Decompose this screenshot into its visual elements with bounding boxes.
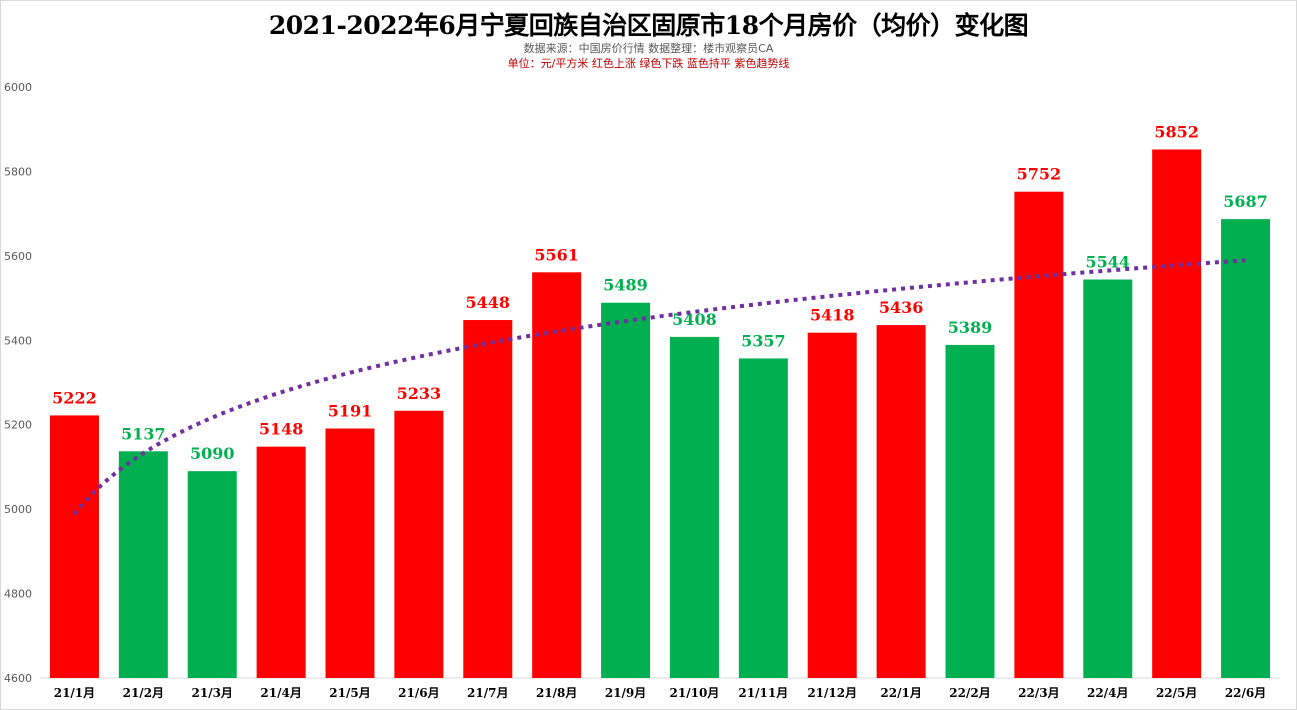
bar bbox=[807, 332, 857, 678]
bar bbox=[187, 471, 237, 678]
bar bbox=[49, 415, 99, 678]
data-label: 5148 bbox=[259, 420, 304, 439]
data-label: 5752 bbox=[1017, 165, 1062, 184]
x-tick-label: 22/4月 bbox=[1087, 686, 1128, 700]
bar bbox=[325, 428, 375, 678]
data-label: 5544 bbox=[1086, 252, 1131, 271]
bar bbox=[1083, 279, 1133, 678]
x-tick-label: 22/2月 bbox=[949, 686, 990, 700]
x-tick-label: 21/4月 bbox=[260, 686, 301, 700]
x-tick-label: 22/1月 bbox=[880, 686, 921, 700]
bar bbox=[532, 272, 582, 678]
data-label: 5389 bbox=[948, 318, 993, 337]
y-tick-label: 4600 bbox=[4, 672, 32, 685]
x-tick-label: 22/6月 bbox=[1225, 686, 1266, 700]
bar bbox=[945, 344, 995, 678]
data-label: 5222 bbox=[52, 388, 97, 407]
data-label: 5090 bbox=[190, 444, 235, 463]
x-tick-label: 21/2月 bbox=[123, 686, 164, 700]
data-label: 5233 bbox=[397, 384, 442, 403]
bar bbox=[1014, 191, 1064, 679]
data-label: 5448 bbox=[466, 293, 511, 312]
bar bbox=[738, 358, 788, 678]
x-tick-label: 21/5月 bbox=[329, 686, 370, 700]
chart-subtitle: 数据来源：中国房价行情 数据整理：楼市观察员CA bbox=[523, 42, 774, 55]
bar bbox=[394, 410, 444, 678]
bar bbox=[1221, 219, 1271, 678]
x-tick-label: 21/7月 bbox=[467, 686, 508, 700]
data-label: 5357 bbox=[741, 331, 786, 350]
y-tick-label: 5800 bbox=[4, 165, 32, 178]
x-tick-label: 21/8月 bbox=[536, 686, 577, 700]
trendline bbox=[72, 258, 1246, 516]
data-label: 5687 bbox=[1223, 192, 1268, 211]
chart-title: 2021-2022年6月宁夏回族自治区固原市18个月房价（均价）变化图 bbox=[268, 11, 1029, 40]
bar bbox=[1152, 149, 1202, 678]
data-label: 5137 bbox=[121, 424, 166, 443]
x-tick-label: 21/11月 bbox=[738, 686, 788, 700]
x-tick-label: 21/6月 bbox=[398, 686, 439, 700]
x-tick-label: 22/5月 bbox=[1156, 686, 1197, 700]
bar bbox=[876, 325, 926, 678]
bar bbox=[256, 446, 306, 678]
chart-legend-note: 单位：元/平方米 红色上涨 绿色下跌 蓝色持平 紫色趋势线 bbox=[507, 57, 790, 70]
y-tick-label: 4800 bbox=[4, 588, 32, 601]
bar bbox=[669, 336, 719, 678]
y-tick-label: 5000 bbox=[4, 503, 32, 516]
data-label: 5561 bbox=[534, 245, 579, 264]
bar bbox=[601, 302, 651, 678]
x-tick-label: 21/12月 bbox=[807, 686, 857, 700]
data-label: 5418 bbox=[810, 306, 855, 325]
x-tick-label: 21/1月 bbox=[54, 686, 95, 700]
x-tick-label: 21/10月 bbox=[670, 686, 720, 700]
data-label: 5489 bbox=[603, 276, 648, 295]
x-tick-label: 21/9月 bbox=[605, 686, 646, 700]
data-label: 5852 bbox=[1154, 122, 1199, 141]
bar bbox=[463, 320, 513, 678]
x-tick-label: 22/3月 bbox=[1018, 686, 1059, 700]
data-label: 5191 bbox=[328, 402, 373, 421]
data-label: 5408 bbox=[672, 310, 717, 329]
y-tick-label: 5200 bbox=[4, 419, 32, 432]
data-label: 5436 bbox=[879, 298, 924, 317]
y-tick-label: 5400 bbox=[4, 334, 32, 347]
x-tick-label: 21/3月 bbox=[192, 686, 233, 700]
bar bbox=[118, 451, 168, 678]
y-tick-label: 5600 bbox=[4, 250, 32, 263]
y-tick-label: 6000 bbox=[4, 81, 32, 94]
